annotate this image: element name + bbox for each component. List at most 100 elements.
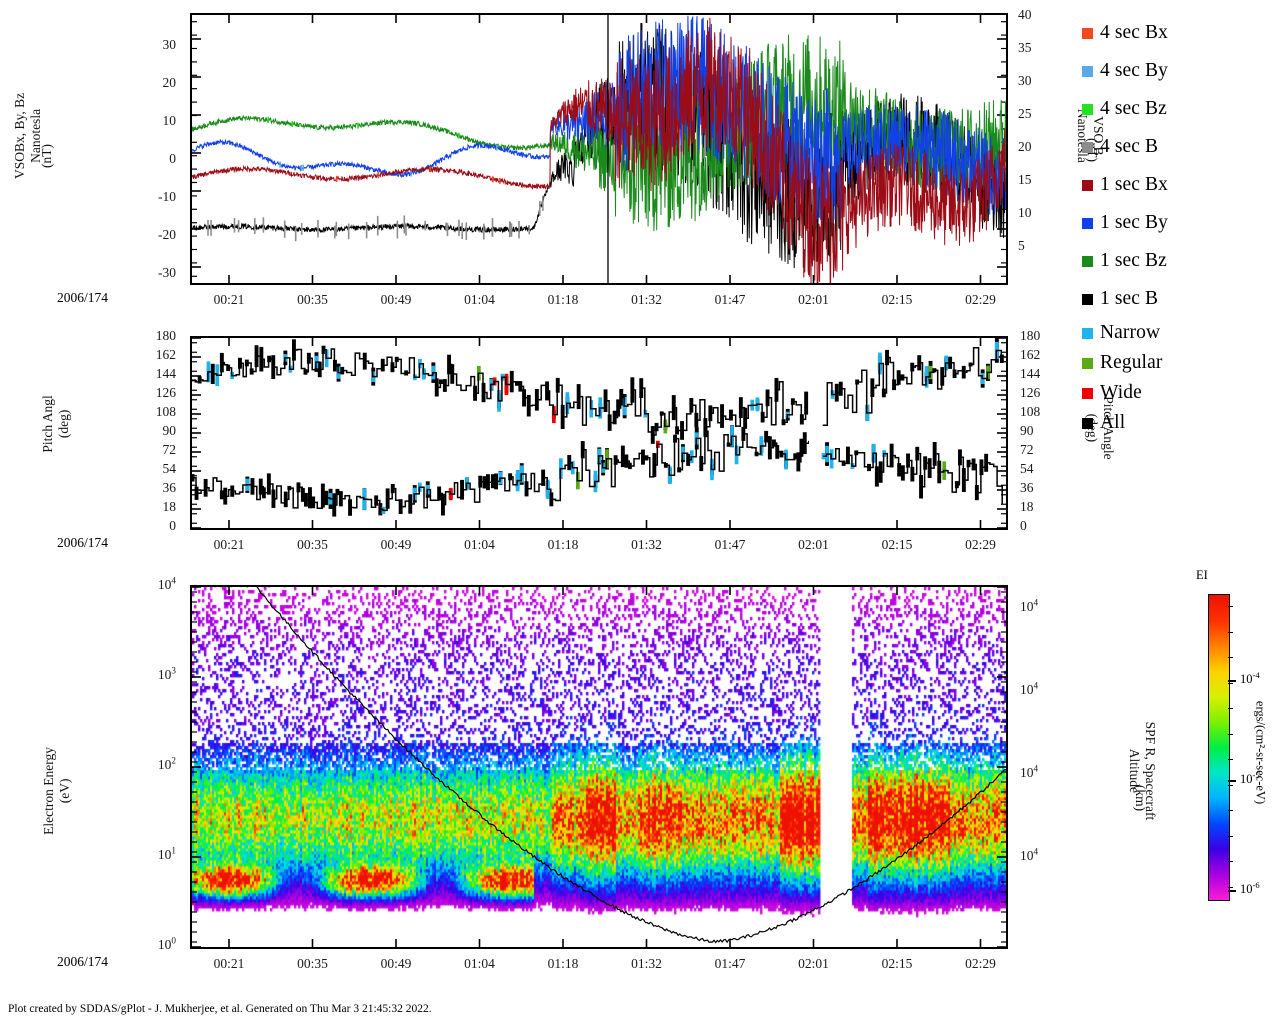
- x-tick-label: 02:29: [965, 292, 996, 307]
- x-tick-label: 01:32: [631, 292, 662, 307]
- x-tick-label: 01:18: [547, 956, 579, 971]
- y-tick-label: 126: [155, 385, 176, 400]
- spectrogram-canvas: [192, 587, 1006, 947]
- legend-label: 4 sec B: [1100, 136, 1159, 157]
- panel1-left-axis-unit: (nT): [39, 143, 55, 168]
- y-tick-label: 108: [155, 404, 176, 419]
- legend-item[interactable]: All: [1082, 408, 1168, 438]
- x-tick-label: 02:01: [798, 292, 829, 307]
- legend-swatch-icon: [1082, 387, 1093, 399]
- colorbar-minor-tick: [1228, 631, 1233, 633]
- x-tick-label: 01:18: [547, 292, 579, 307]
- x-tick-label: 01:04: [464, 292, 495, 307]
- colorbar-unit-label: ergs/(cm²-sr-sec-eV): [1253, 700, 1268, 805]
- legend-item[interactable]: 1 sec By: [1082, 204, 1168, 242]
- y-tick-label: 54: [162, 461, 177, 476]
- electron-spectrogram-plot-area[interactable]: [190, 585, 1008, 949]
- y-tick-label: 72: [1020, 442, 1034, 457]
- series-legend: 4 sec Bx 4 sec By 4 sec Bz 4 sec B 1 sec Bx 1…: [1082, 14, 1168, 438]
- legend-swatch-icon: [1082, 357, 1093, 369]
- y-tick-label: 36: [1020, 480, 1034, 495]
- pitch-angle-traces: [192, 338, 1006, 528]
- x-tick-label: 02:01: [798, 956, 829, 971]
- legend-item[interactable]: 1 sec B: [1082, 280, 1168, 318]
- pitch-angle-plot-area[interactable]: [190, 336, 1008, 530]
- colorbar-tick-mark: [1228, 780, 1236, 782]
- colorbar-minor-tick: [1228, 606, 1233, 608]
- legend-swatch-icon: [1082, 417, 1093, 429]
- colorbar-minor-tick: [1228, 682, 1233, 684]
- panel2-left-tick-labels: 180 162 144 126 108 90 72 54 36 18 0: [120, 328, 182, 533]
- legend-item[interactable]: 4 sec B: [1082, 128, 1168, 166]
- x-tick-label: 02:01: [798, 537, 829, 552]
- panel3-left-tick-labels: 104 103 102 101 100: [120, 576, 182, 952]
- y-tick-label: 102: [157, 755, 176, 772]
- panel3-left-axis-title: Electron Energy (eV): [41, 747, 72, 835]
- x-tick-label: 01:47: [714, 292, 746, 307]
- legend-label: All: [1100, 412, 1126, 433]
- panel1-date-label: 2006/174: [57, 290, 109, 305]
- legend-swatch-icon: [1082, 255, 1093, 267]
- y-tick-label: 104: [1020, 597, 1039, 614]
- colorbar-minor-tick: [1228, 733, 1233, 735]
- legend-item[interactable]: 1 sec Bz: [1082, 242, 1168, 280]
- legend-item[interactable]: Wide: [1082, 378, 1168, 408]
- panel3-date-label: 2006/174: [57, 954, 109, 969]
- legend-label: Narrow: [1100, 322, 1161, 343]
- panel3-right-tick-labels: 104 104 104 104: [1014, 585, 1074, 949]
- x-tick-label: 00:35: [297, 292, 328, 307]
- legend-label: 1 sec By: [1100, 212, 1168, 233]
- x-tick-label: 02:29: [965, 956, 996, 971]
- panel1-left-axis-line1: VSOBx, By, Bz: [12, 92, 28, 179]
- y-tick-label: 104: [1020, 680, 1039, 697]
- colorbar-gradient[interactable]: [1208, 594, 1230, 901]
- colorbar-minor-tick: [1228, 835, 1233, 837]
- legend-swatch-icon: [1082, 217, 1093, 229]
- legend-swatch-icon: [1082, 327, 1093, 339]
- plot-caption: Plot created by SDDAS/gPlot - J. Mukherj…: [8, 1003, 432, 1015]
- legend-swatch-icon: [1082, 103, 1093, 115]
- colorbar-minor-tick: [1228, 708, 1233, 710]
- y-tick-label: 0: [169, 518, 176, 533]
- x-tick-label: 00:21: [213, 537, 245, 552]
- colorbar-minor-tick: [1228, 759, 1233, 761]
- legend-swatch-icon: [1082, 27, 1093, 39]
- y-tick-label: 162: [1020, 347, 1041, 362]
- magnetic-field-plot-area[interactable]: [190, 13, 1008, 285]
- colorbar-tick-mark: [1228, 680, 1236, 682]
- y-tick-label: 126: [1020, 385, 1041, 400]
- legend-label: Wide: [1100, 382, 1142, 403]
- legend-swatch-icon: [1082, 179, 1093, 191]
- colorbar-tick-label: 10-4: [1240, 669, 1260, 686]
- y-tick-label: 180: [155, 328, 176, 343]
- x-tick-label: 00:49: [380, 292, 412, 307]
- legend-item[interactable]: 4 sec Bz: [1082, 90, 1168, 128]
- y-tick-label: 90: [162, 423, 177, 438]
- y-tick-label: 144: [155, 366, 176, 381]
- legend-item[interactable]: 1 sec Bx: [1082, 166, 1168, 204]
- legend-swatch-icon: [1082, 293, 1093, 305]
- panel1-x-tick-labels: 00:21 00:35 00:49 01:04 01:18 01:32 01:47 02:01…: [190, 290, 1008, 310]
- legend-item[interactable]: 4 sec Bx: [1082, 14, 1168, 52]
- legend-label: 4 sec By: [1100, 60, 1168, 81]
- x-tick-label: 00:35: [297, 956, 328, 971]
- x-tick-label: 01:47: [714, 537, 746, 552]
- x-tick-label: 00:35: [297, 537, 328, 552]
- legend-item[interactable]: 4 sec By: [1082, 52, 1168, 90]
- x-tick-label: 02:15: [881, 537, 913, 552]
- legend-label: 4 sec Bz: [1100, 98, 1167, 119]
- colorbar-minor-tick: [1228, 886, 1233, 888]
- magnetic-field-traces: [192, 15, 1006, 283]
- y-tick-label: 36: [162, 480, 177, 495]
- colorbar-tick-label: 10-6: [1240, 879, 1260, 896]
- y-tick-label: 103: [157, 665, 176, 682]
- panel3-x-tick-labels: 00:21 00:35 00:49 01:04 01:18 01:32 01:47 02:01…: [190, 954, 1008, 974]
- legend-item[interactable]: Regular: [1082, 348, 1168, 378]
- y-tick-label: 54: [1020, 461, 1034, 476]
- y-tick-label: 18: [162, 499, 177, 514]
- panel2-right-tick-labels: 180 162 144 126 108 90 72 54 36 18 0: [1014, 328, 1064, 533]
- colorbar-minor-tick: [1228, 784, 1233, 786]
- spacecraft-altitude-trace: [192, 587, 1006, 947]
- panel1-right-tick-labels: 40 35 30 25 20 15 10 5: [1018, 7, 1032, 253]
- legend-item[interactable]: Narrow: [1082, 318, 1168, 348]
